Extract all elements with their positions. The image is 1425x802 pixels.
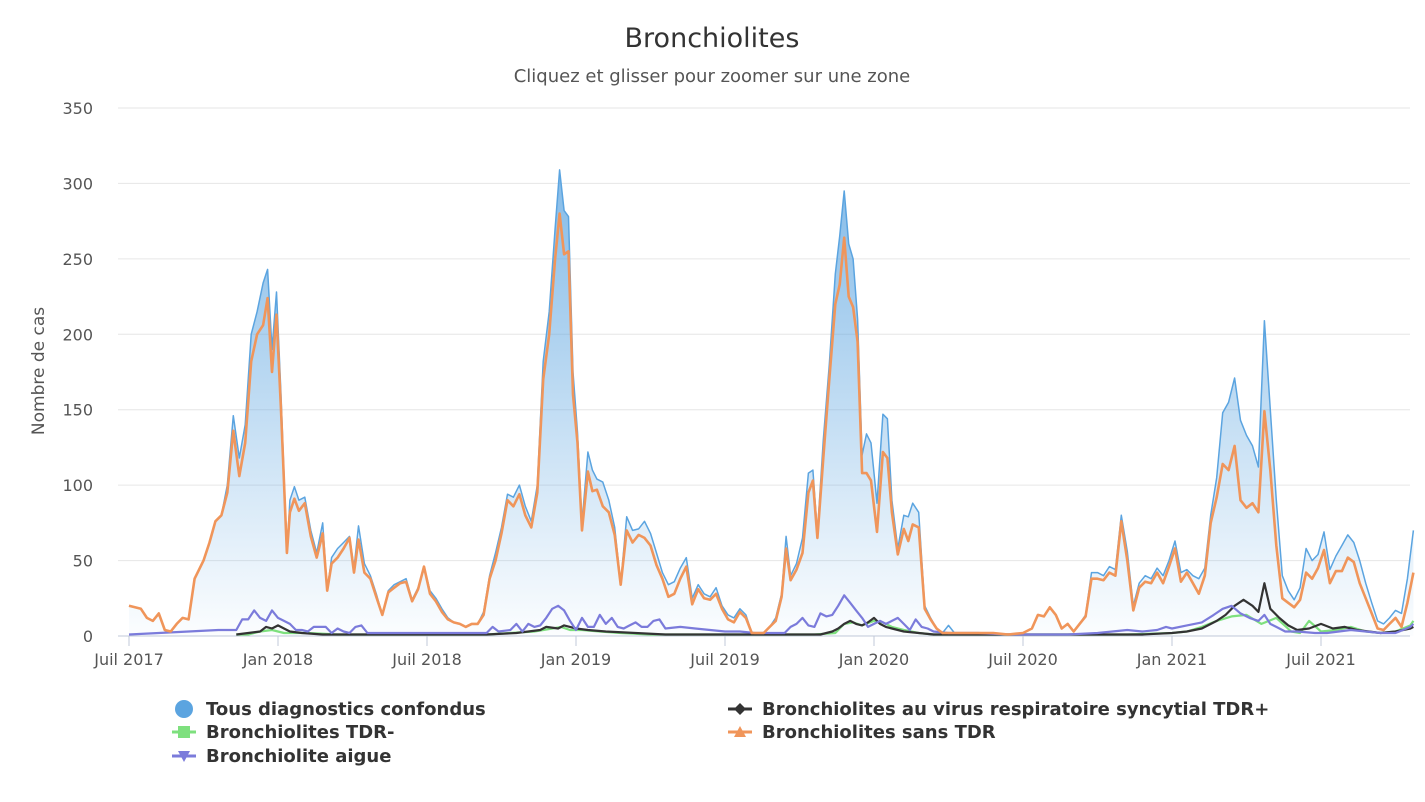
- series-line[interactable]: [128, 212, 1415, 636]
- series-line[interactable]: [236, 582, 1414, 636]
- legend-label: Tous diagnostics confondus: [206, 699, 486, 720]
- x-tick-label: Juil 2021: [1285, 650, 1356, 669]
- x-tick-label: Juil 2017: [93, 650, 164, 669]
- legend-label: Bronchiolite aigue: [206, 746, 391, 767]
- y-tick-label: 200: [62, 325, 93, 344]
- y-tick-label: 0: [83, 627, 93, 646]
- plot-area[interactable]: [128, 169, 1415, 636]
- chart-title: Bronchiolites: [625, 23, 800, 54]
- x-tick-label: Jan 2018: [242, 650, 313, 669]
- legend-marker: [734, 703, 746, 715]
- legend-label: Bronchiolites sans TDR: [762, 722, 996, 743]
- legend-marker: [178, 751, 190, 762]
- y-tick-label: 350: [62, 99, 93, 118]
- legend-item[interactable]: Bronchiolites TDR-: [172, 722, 394, 743]
- y-tick-label: 300: [62, 174, 93, 193]
- legend: Tous diagnostics confondus Bronchiolites …: [172, 699, 1269, 767]
- x-tick-label: Juil 2018: [391, 650, 462, 669]
- y-tick-label: 250: [62, 250, 93, 269]
- y-tick-label: 100: [62, 476, 93, 495]
- x-tick-label: Jan 2021: [1136, 650, 1207, 669]
- x-tick-label: Jan 2020: [838, 650, 909, 669]
- x-axis: Juil 2017 Jan 2018 Juil 2018 Jan 2019 Juil 2…: [93, 636, 1356, 669]
- y-axis-ticks: 0 50 100 150 200 250 300 350: [62, 99, 93, 646]
- y-axis-title: Nombre de cas: [29, 307, 49, 435]
- x-tick-label: Juil 2020: [987, 650, 1058, 669]
- legend-item[interactable]: Bronchiolites sans TDR: [728, 722, 996, 743]
- chart-subtitle: Cliquez et glisser pour zoomer sur une z…: [514, 66, 911, 87]
- legend-item[interactable]: Bronchiolite aigue: [172, 746, 391, 767]
- series-area: [129, 169, 1414, 636]
- legend-label: Bronchiolites au virus respiratoire sync…: [762, 699, 1269, 720]
- y-tick-label: 150: [62, 401, 93, 420]
- legend-label: Bronchiolites TDR-: [206, 722, 394, 743]
- y-tick-label: 50: [73, 552, 93, 571]
- x-tick-label: Jan 2019: [540, 650, 611, 669]
- legend-marker: [734, 726, 746, 737]
- legend-item[interactable]: Tous diagnostics confondus: [175, 699, 486, 720]
- legend-marker: [175, 700, 193, 718]
- x-tick-label: Juil 2019: [689, 650, 760, 669]
- series-line[interactable]: [128, 594, 1415, 636]
- legend-item[interactable]: Bronchiolites au virus respiratoire sync…: [728, 699, 1269, 720]
- legend-marker: [178, 726, 190, 738]
